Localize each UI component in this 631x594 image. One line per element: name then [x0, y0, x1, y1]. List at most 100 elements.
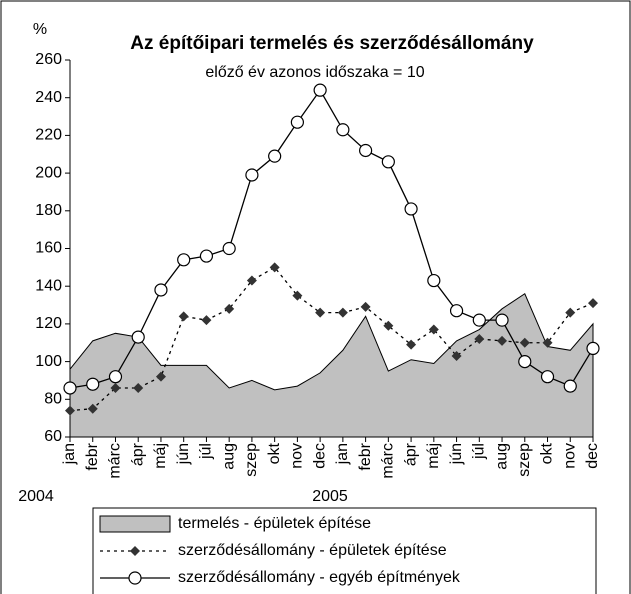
- x-tick-label: szep: [516, 443, 533, 477]
- diamond-marker: [87, 403, 98, 414]
- circle-marker: [177, 253, 191, 267]
- circle-marker: [381, 155, 395, 169]
- y-tick-label: 60: [44, 428, 62, 445]
- diamond-marker: [542, 337, 553, 348]
- diamond-marker: [178, 311, 189, 322]
- circle-marker: [449, 304, 464, 318]
- y-tick-label: 240: [35, 89, 62, 106]
- x-tick-label: márc: [107, 443, 124, 479]
- y-tick-label: 220: [35, 127, 62, 144]
- x-tick-label: júl: [198, 443, 215, 460]
- circle-marker: [563, 379, 577, 393]
- y-tick-label: 200: [35, 164, 62, 181]
- y-axis-label: %: [33, 21, 47, 38]
- x-tick-label: jan: [334, 443, 351, 465]
- circle-marker: [336, 123, 350, 137]
- diamond-marker: [155, 371, 166, 382]
- line: [69, 88, 594, 389]
- circle-marker: [290, 115, 304, 129]
- diamond-marker: [588, 298, 598, 309]
- diamond-marker: [246, 275, 257, 286]
- x-tick-label: márc: [380, 443, 397, 479]
- diamond-marker: [65, 405, 75, 416]
- year-label: 2004: [18, 488, 54, 505]
- diamond-marker: [201, 315, 212, 326]
- diamond-marker: [497, 335, 508, 346]
- diamond-marker: [337, 307, 348, 318]
- circle-marker: [154, 283, 168, 297]
- x-tick-label: ápr: [402, 442, 419, 466]
- circle-marker: [518, 355, 532, 369]
- y-tick-label: 180: [35, 202, 62, 219]
- x-tick-label: okt: [539, 442, 556, 464]
- diamond-marker: [224, 303, 235, 314]
- x-tick-label: dec: [584, 443, 601, 469]
- legend-label: szerződésállomány - épületek építése: [178, 542, 447, 559]
- x-tick-label: júl: [471, 443, 488, 460]
- x-tick-label: máj: [152, 443, 169, 469]
- x-tick-label: aug: [493, 443, 510, 470]
- y-tick-label: 80: [44, 391, 62, 408]
- year-label: 2005: [312, 488, 348, 505]
- diamond-marker: [269, 262, 280, 273]
- x-tick-label: ápr: [129, 442, 146, 466]
- x-tick-label: jún: [448, 443, 465, 465]
- circle-marker: [472, 313, 486, 327]
- x-tick-label: febr: [84, 442, 101, 470]
- circle-marker: [404, 202, 418, 216]
- circle-marker: [495, 313, 509, 327]
- circle-marker: [540, 370, 555, 384]
- y-tick-label: 160: [35, 240, 62, 257]
- circle-marker: [63, 381, 77, 395]
- diamond-marker: [451, 350, 462, 361]
- circle-marker: [427, 273, 441, 288]
- x-tick-label: dec: [311, 443, 328, 469]
- diamond-marker: [292, 290, 303, 301]
- diamond-marker: [133, 382, 144, 393]
- circle-marker: [586, 341, 600, 356]
- diamond-marker: [315, 307, 326, 318]
- x-tick-label: nov: [561, 443, 578, 469]
- legend-marker: [130, 546, 140, 556]
- circle-marker: [359, 143, 373, 158]
- x-tick-label: máj: [425, 443, 442, 469]
- diamond-marker: [428, 324, 439, 335]
- legend-box: [92, 507, 597, 594]
- diamond-marker: [360, 301, 371, 312]
- diamond-marker: [406, 339, 417, 350]
- diamond-marker: [474, 333, 485, 344]
- circle-marker: [199, 249, 214, 263]
- area: [69, 292, 594, 438]
- x-tick-label: jan: [61, 443, 78, 465]
- diamond-marker: [110, 382, 121, 393]
- chart-title: Az építőipari termelés és szerződésállom…: [130, 33, 534, 54]
- y-tick-label: 120: [35, 315, 62, 332]
- diamond-marker: [565, 307, 576, 318]
- x-tick-label: aug: [220, 443, 237, 470]
- diamond-marker: [519, 337, 530, 348]
- x-tick-label: jún: [175, 443, 192, 465]
- legend-label: szerződésállomány - egyéb építmények: [178, 569, 461, 586]
- y-tick-label: 260: [35, 51, 62, 68]
- x-tick-label: szep: [243, 443, 260, 477]
- circle-marker: [268, 149, 282, 163]
- y-tick-label: 140: [35, 277, 62, 294]
- x-tick-label: nov: [289, 443, 306, 469]
- circle-marker: [131, 330, 145, 344]
- legend-marker: [128, 571, 142, 585]
- legend-label: termelés - épületek építése: [178, 515, 371, 532]
- x-tick-label: febr: [357, 442, 374, 470]
- circle-marker: [245, 168, 259, 182]
- legend-swatch: [99, 515, 171, 533]
- circle-marker: [222, 241, 236, 256]
- diamond-marker: [383, 320, 394, 331]
- circle-marker: [86, 377, 100, 391]
- y-tick-label: 100: [35, 353, 62, 370]
- circle-marker: [108, 370, 123, 384]
- circle-marker: [313, 83, 327, 97]
- x-tick-label: okt: [266, 442, 283, 464]
- chart-subtitle: előző év azonos időszaka = 10: [205, 64, 424, 81]
